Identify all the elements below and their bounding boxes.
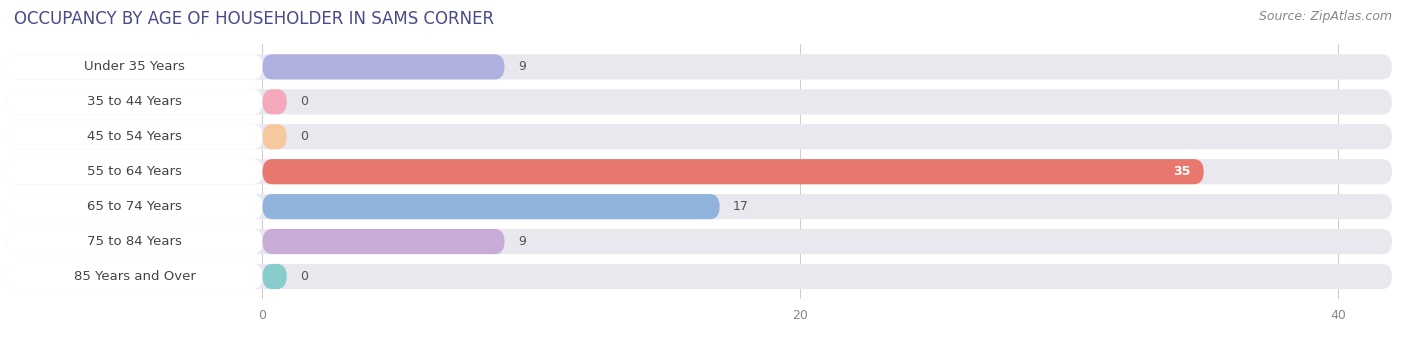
FancyBboxPatch shape [263, 89, 287, 115]
Text: 9: 9 [517, 235, 526, 248]
Text: 85 Years and Over: 85 Years and Over [75, 270, 195, 283]
Text: 35 to 44 Years: 35 to 44 Years [87, 95, 183, 108]
Text: OCCUPANCY BY AGE OF HOUSEHOLDER IN SAMS CORNER: OCCUPANCY BY AGE OF HOUSEHOLDER IN SAMS … [14, 10, 494, 28]
FancyBboxPatch shape [263, 194, 720, 219]
FancyBboxPatch shape [7, 159, 263, 184]
FancyBboxPatch shape [7, 229, 1392, 254]
FancyBboxPatch shape [263, 124, 287, 149]
FancyBboxPatch shape [7, 89, 263, 115]
Text: 0: 0 [299, 270, 308, 283]
Text: 45 to 54 Years: 45 to 54 Years [87, 130, 183, 143]
FancyBboxPatch shape [7, 194, 263, 219]
FancyBboxPatch shape [7, 124, 1392, 149]
FancyBboxPatch shape [7, 89, 1392, 115]
Text: 55 to 64 Years: 55 to 64 Years [87, 165, 183, 178]
FancyBboxPatch shape [263, 229, 505, 254]
FancyBboxPatch shape [263, 159, 1204, 184]
Text: 9: 9 [517, 61, 526, 73]
FancyBboxPatch shape [7, 124, 263, 149]
FancyBboxPatch shape [7, 54, 1392, 80]
Text: 0: 0 [299, 95, 308, 108]
Text: 75 to 84 Years: 75 to 84 Years [87, 235, 183, 248]
Text: 65 to 74 Years: 65 to 74 Years [87, 200, 183, 213]
FancyBboxPatch shape [7, 194, 1392, 219]
FancyBboxPatch shape [7, 229, 263, 254]
Text: 35: 35 [1173, 165, 1191, 178]
FancyBboxPatch shape [263, 54, 505, 80]
Text: 0: 0 [299, 130, 308, 143]
FancyBboxPatch shape [7, 159, 1392, 184]
FancyBboxPatch shape [7, 264, 263, 289]
Text: 17: 17 [733, 200, 749, 213]
FancyBboxPatch shape [7, 264, 1392, 289]
Text: Under 35 Years: Under 35 Years [84, 61, 186, 73]
FancyBboxPatch shape [7, 54, 263, 80]
FancyBboxPatch shape [263, 264, 287, 289]
Text: Source: ZipAtlas.com: Source: ZipAtlas.com [1258, 10, 1392, 23]
